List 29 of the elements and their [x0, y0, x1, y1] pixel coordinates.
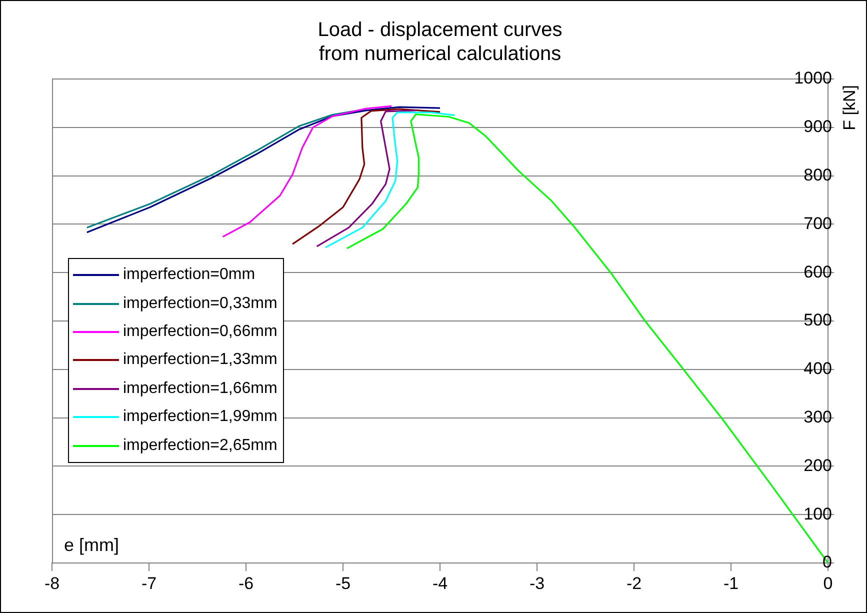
- y-tick-label: 100: [804, 504, 832, 524]
- x-tick-label: -2: [626, 574, 642, 593]
- x-tick-label: -3: [529, 574, 545, 593]
- y-tick-label: 200: [804, 456, 832, 475]
- y-tick-label: 600: [804, 262, 832, 282]
- y-tick-label: 500: [804, 310, 832, 330]
- x-tick-label: -4: [432, 574, 448, 593]
- legend-label: imperfection=1,66mm: [123, 380, 278, 398]
- legend-label: imperfection=2,65mm: [123, 436, 278, 455]
- x-axis-title: e [mm]: [64, 535, 120, 556]
- legend-label: imperfection=0,66mm: [123, 322, 278, 341]
- y-tick-label: 300: [804, 407, 832, 426]
- x-tick-label: -8: [44, 574, 60, 593]
- y-tick-label: 800: [804, 165, 832, 184]
- legend-label: imperfection=0,33mm: [123, 294, 278, 313]
- legend-label: imperfection=1,33mm: [123, 351, 278, 370]
- x-tick-label: -1: [723, 574, 739, 593]
- y-tick-label: 400: [804, 359, 832, 378]
- x-tick-label: -7: [141, 574, 157, 593]
- y-tick-label: 700: [804, 214, 832, 233]
- x-tick-label: -5: [335, 574, 351, 593]
- y-axis-title: F [kN]: [840, 85, 860, 130]
- legend-label: imperfection=1,99mm: [123, 408, 278, 426]
- y-tick-label: 0: [822, 552, 832, 572]
- y-tick-label: 900: [804, 117, 832, 136]
- chart-title: Load - displacement curves from numerical calculations: [316, 18, 564, 66]
- y-tick-label: 1000: [794, 68, 832, 88]
- legend-label: imperfection=0mm: [123, 266, 256, 284]
- x-tick-label: -6: [238, 574, 254, 593]
